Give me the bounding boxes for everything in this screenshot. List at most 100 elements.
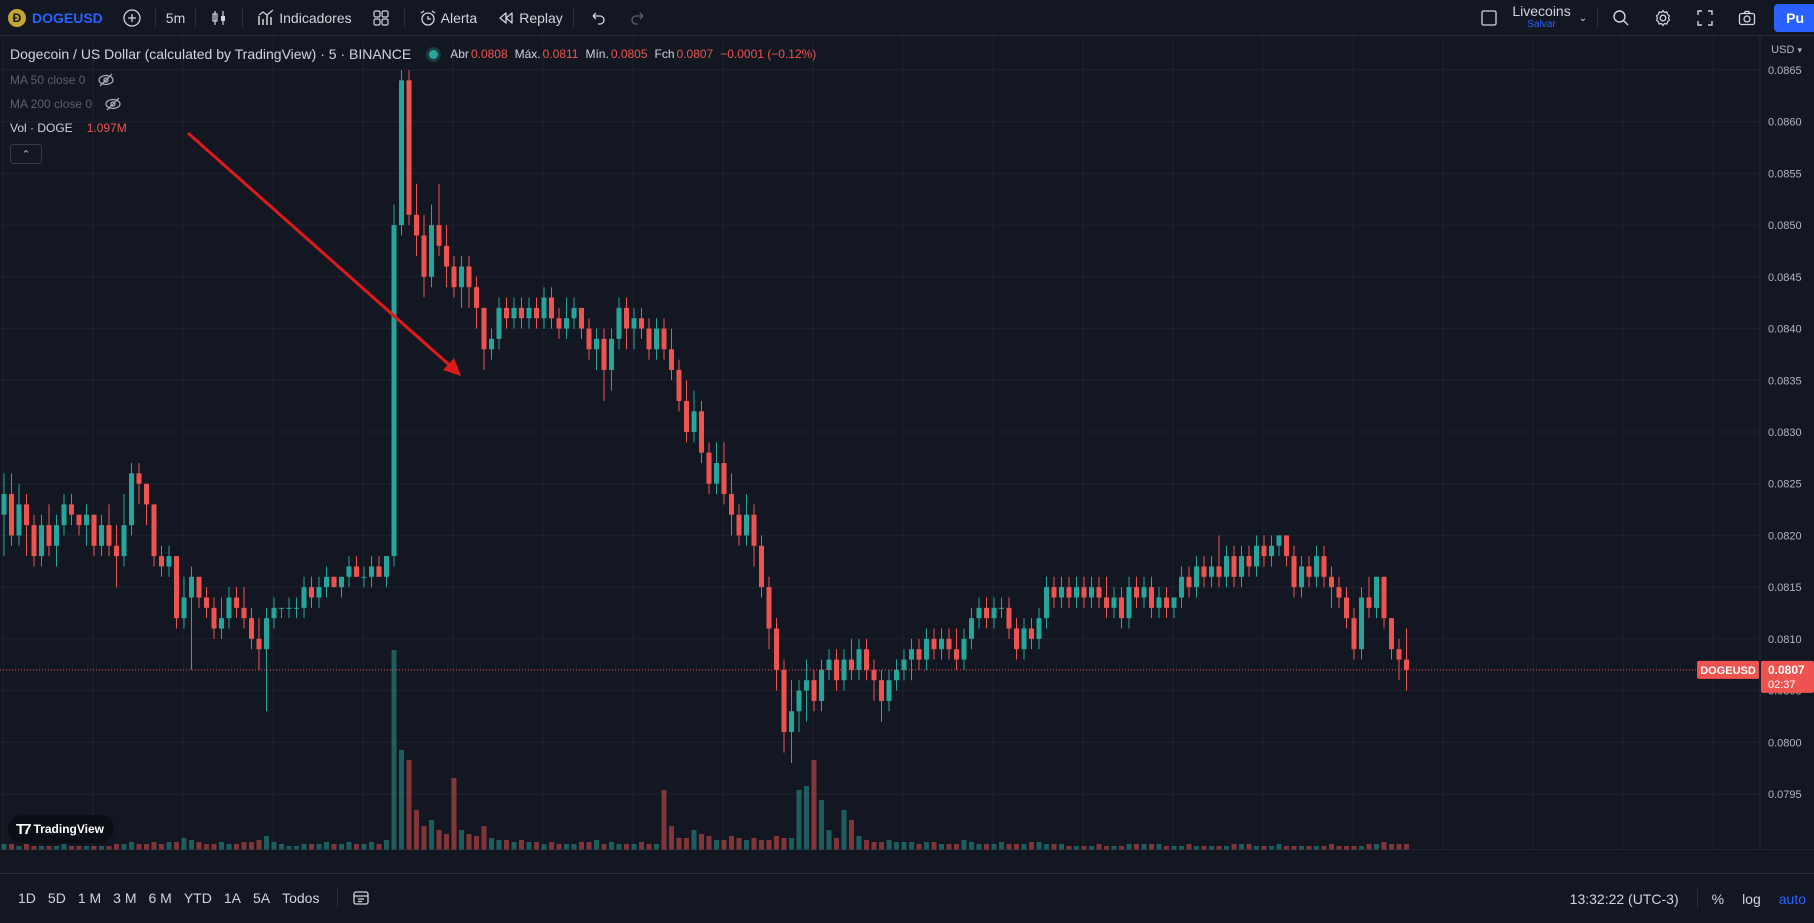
volume-bar [1269, 846, 1274, 850]
bottom-right-group: 13:32:22 (UTC-3) % log auto [1570, 874, 1814, 923]
annotation-arrow [187, 131, 461, 376]
go-to-date-button[interactable] [340, 880, 382, 916]
range-button[interactable]: 5D [47, 890, 66, 906]
fullscreen-button[interactable] [1684, 0, 1726, 36]
chart-type-button[interactable] [198, 0, 240, 36]
range-button[interactable]: 3 M [113, 890, 137, 906]
candle [39, 514, 44, 567]
volume-bar [1374, 844, 1379, 850]
candle-body [1209, 566, 1214, 577]
candle [406, 70, 412, 226]
candle [699, 400, 704, 464]
timezone-clock[interactable]: 13:32:22 (UTC-3) [1569, 890, 1679, 907]
candle-body [534, 307, 539, 319]
candle-body [954, 649, 959, 660]
candle [811, 669, 817, 712]
candle-body [1179, 576, 1184, 598]
layouts-button[interactable] [360, 0, 402, 36]
candle [984, 597, 989, 629]
candle-body [264, 618, 269, 650]
legend-collapse-button[interactable]: ⌃ [10, 144, 42, 164]
candle-body [601, 338, 607, 370]
candle [721, 442, 727, 505]
candle-body [1396, 649, 1402, 660]
range-button[interactable]: 5A [252, 890, 271, 906]
volume-bar [136, 844, 142, 850]
candle-body [144, 483, 149, 505]
range-button[interactable]: YTD [183, 890, 212, 906]
candle-body [1134, 587, 1139, 598]
candle [76, 514, 82, 536]
candle-body [1044, 587, 1049, 619]
candle-body [504, 307, 509, 319]
low-label: Mín. [585, 47, 609, 61]
indicator-ma200[interactable]: MA 200 close 0 [10, 97, 122, 111]
redo-button[interactable] [618, 0, 660, 36]
price-scale[interactable]: 0.0865 0.0860 0.0855 0.0850 0.0845 0.0840 0.08… [1768, 65, 1802, 801]
volume-bar [549, 842, 554, 850]
toolbar-divider [337, 888, 339, 908]
range-button[interactable]: 1 M [77, 890, 102, 906]
candle [976, 597, 982, 629]
volume-bar [924, 842, 929, 850]
volume-bar [834, 838, 839, 850]
volume-bar [309, 844, 314, 850]
candle [1104, 576, 1109, 619]
candle-body [1291, 556, 1297, 588]
volume-bar [1239, 844, 1244, 850]
indicator-volume[interactable]: Vol · DOGE 1.097M [10, 121, 127, 135]
currency-button[interactable]: USD ▾ [1771, 44, 1802, 56]
settings-button[interactable] [1642, 0, 1684, 36]
tradingview-logo[interactable]: T7 TradingView [8, 815, 114, 843]
volume-bar [451, 778, 457, 850]
price-scale-background [1760, 36, 1814, 850]
candle [1119, 587, 1124, 629]
volume-bar [114, 844, 119, 850]
indicators-button[interactable]: Indicadores [245, 0, 359, 36]
candle [1284, 535, 1289, 567]
volume-bar [1119, 846, 1124, 850]
volume-bar [511, 842, 517, 850]
snapshot-button[interactable] [1726, 0, 1768, 36]
candle-body [1126, 587, 1132, 619]
chart-grid [0, 36, 1760, 850]
search-button[interactable] [1600, 0, 1642, 36]
volume-bar [414, 810, 419, 850]
layout-menu-button[interactable]: Livecoins Salvar ⌄ [1468, 0, 1595, 36]
square-layout-icon [1476, 5, 1502, 31]
range-button[interactable]: 6 M [148, 890, 172, 906]
calendar-icon [348, 885, 374, 911]
eye-hidden-icon[interactable] [97, 73, 115, 87]
chart-title[interactable]: Dogecoin / US Dollar (calculated by Trad… [10, 46, 412, 62]
range-button[interactable]: 1A [223, 890, 241, 906]
candle [519, 297, 524, 329]
candle-body [676, 369, 682, 401]
replay-button[interactable]: Replay [485, 0, 571, 36]
candle [954, 628, 959, 670]
auto-scale-toggle[interactable]: auto [1778, 890, 1806, 907]
candle-body [286, 607, 292, 609]
range-button[interactable]: 1D [18, 890, 36, 906]
indicator-ma50[interactable]: MA 50 close 0 [10, 73, 115, 87]
percent-scale-toggle[interactable]: % [1711, 890, 1725, 907]
volume-bar [189, 840, 194, 850]
toolbar-right-group: Livecoins Salvar ⌄ Pu [1468, 0, 1814, 36]
compare-symbol-button[interactable] [111, 0, 153, 36]
volume-bar [264, 836, 269, 850]
candle [361, 566, 367, 588]
candle-body [1231, 556, 1237, 577]
range-button[interactable]: Todos [282, 890, 320, 906]
interval-button[interactable]: 5m [165, 9, 186, 26]
price-chart[interactable]: 0.0865 0.0860 0.0855 0.0850 0.0845 0.0840 0.08… [0, 36, 1814, 850]
eye-hidden-icon[interactable] [104, 97, 122, 111]
candle [1074, 576, 1079, 608]
candle [1201, 556, 1207, 588]
log-scale-toggle[interactable]: log [1742, 890, 1761, 907]
candle-body [931, 638, 937, 650]
symbol-search-button[interactable]: Đ DOGEUSD [0, 0, 111, 36]
undo-button[interactable] [576, 0, 618, 36]
volume-bar [429, 820, 434, 850]
publish-button[interactable]: Pu [1774, 4, 1814, 32]
candle-body [886, 680, 892, 701]
alert-button[interactable]: Alerta [407, 0, 486, 36]
